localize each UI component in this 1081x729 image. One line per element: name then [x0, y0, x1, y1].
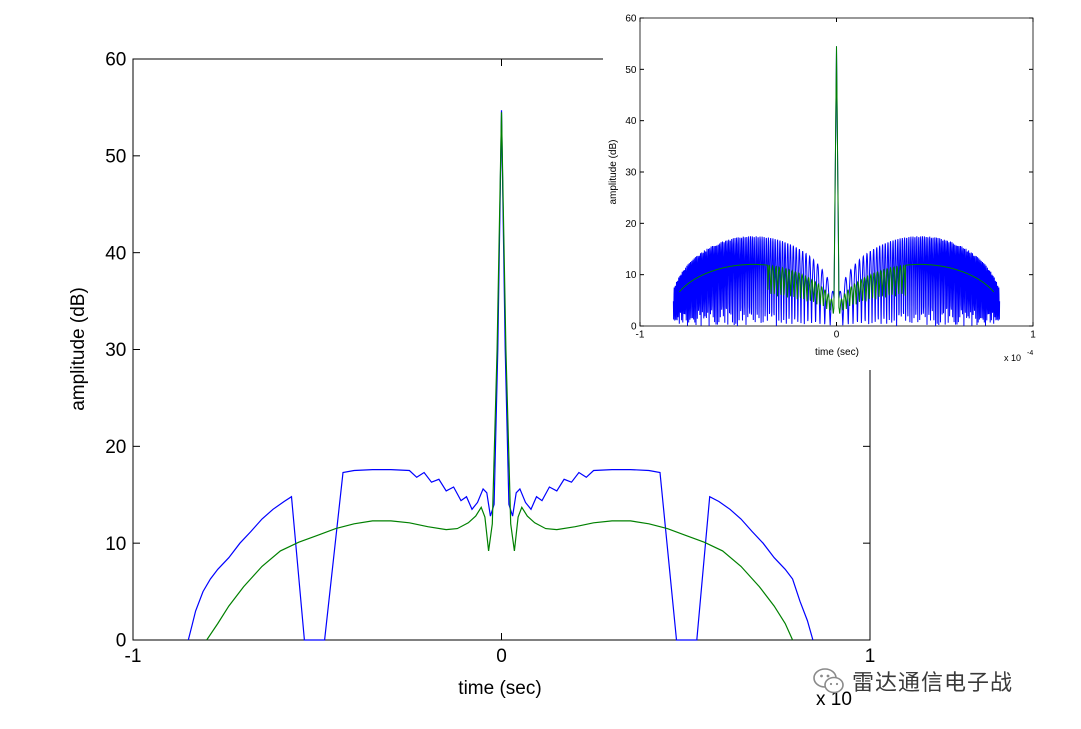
main-y-tick-label: 10 — [105, 534, 126, 555]
inset-series — [672, 46, 1001, 327]
inset-x-tick-label: -1 — [636, 330, 645, 341]
inset-y-tick-label: 0 — [631, 322, 637, 333]
inset-y-tick-label: 50 — [625, 65, 637, 76]
inset-y-tick-label: 20 — [625, 219, 637, 230]
main-y-axis-label: amplitude (dB) — [68, 287, 89, 411]
inset-y-axis-label: amplitude (dB) — [608, 139, 619, 204]
inset-y-tick-label: 30 — [625, 168, 637, 179]
main-y-tick-label: 60 — [105, 50, 126, 71]
main-x-tick-label: 1 — [865, 646, 876, 667]
main-x-tick-label: 0 — [496, 646, 507, 667]
inset-ticks — [639, 17, 1034, 327]
inset-x-exponent-power: -4 — [1027, 350, 1033, 357]
inset-y-tick-label: 40 — [625, 116, 637, 127]
wechat-icon — [813, 668, 844, 694]
main-y-tick-label: 30 — [105, 340, 126, 361]
inset-x-tick-label: 0 — [834, 330, 840, 341]
inset-y-tick-label: 60 — [625, 14, 637, 25]
watermark: 雷达通信电子战 — [812, 664, 1013, 698]
main-y-tick-label: 20 — [105, 437, 126, 458]
inset-y-tick-label: 10 — [625, 270, 637, 281]
inset-x-exponent-label: x 10 — [1004, 353, 1021, 363]
inset-x-tick-label: 1 — [1030, 330, 1036, 341]
inset-series-line-2 — [678, 46, 995, 314]
inset-x-axis-label: time (sec) — [815, 347, 859, 358]
main-y-tick-label: 50 — [105, 146, 126, 167]
watermark-text: 雷达通信电子战 — [852, 671, 1014, 696]
main-series — [187, 110, 814, 641]
main-y-tick-label: 40 — [105, 243, 126, 264]
main-x-tick-label: -1 — [125, 646, 142, 667]
main-y-tick-label: 0 — [116, 631, 127, 652]
main-x-exponent-label: x 10 — [816, 689, 852, 710]
main-series-line-2 — [206, 112, 794, 641]
main-x-axis-label: time (sec) — [458, 678, 541, 699]
